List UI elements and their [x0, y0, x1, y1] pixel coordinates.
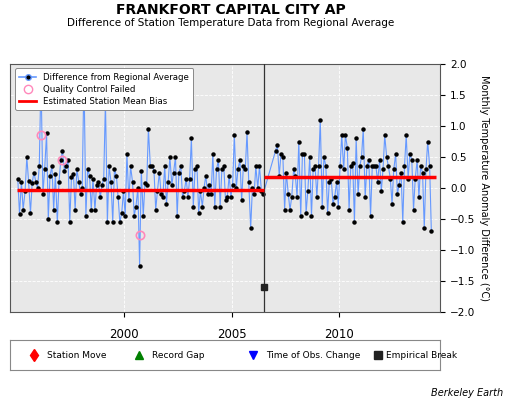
Text: FRANKFORT CAPITAL CITY AP: FRANKFORT CAPITAL CITY AP — [116, 3, 345, 17]
Y-axis label: Monthly Temperature Anomaly Difference (°C): Monthly Temperature Anomaly Difference (… — [479, 75, 489, 301]
Text: Station Move: Station Move — [47, 350, 106, 360]
Text: 2010: 2010 — [324, 328, 354, 341]
Text: Record Gap: Record Gap — [152, 350, 205, 360]
Text: Difference of Station Temperature Data from Regional Average: Difference of Station Temperature Data f… — [67, 18, 394, 28]
Text: Time of Obs. Change: Time of Obs. Change — [266, 350, 361, 360]
Text: Berkeley Earth: Berkeley Earth — [431, 388, 503, 398]
Text: 2005: 2005 — [217, 328, 247, 341]
Text: 2000: 2000 — [110, 328, 139, 341]
Text: Empirical Break: Empirical Break — [386, 350, 457, 360]
Legend: Difference from Regional Average, Quality Control Failed, Estimated Station Mean: Difference from Regional Average, Qualit… — [15, 68, 193, 110]
